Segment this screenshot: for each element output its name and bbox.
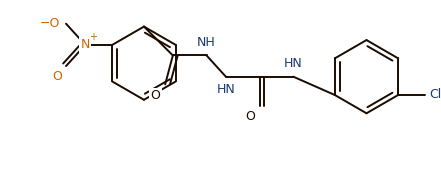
Text: HN: HN [284,57,303,70]
Text: O: O [150,89,161,102]
Text: O: O [52,70,62,83]
Text: +: + [89,32,97,42]
Text: O: O [245,110,255,123]
Text: HN: HN [217,83,235,96]
Text: Cl: Cl [429,88,441,101]
Text: −O: −O [40,17,60,30]
Text: NH: NH [197,36,216,49]
Text: N: N [81,38,90,51]
